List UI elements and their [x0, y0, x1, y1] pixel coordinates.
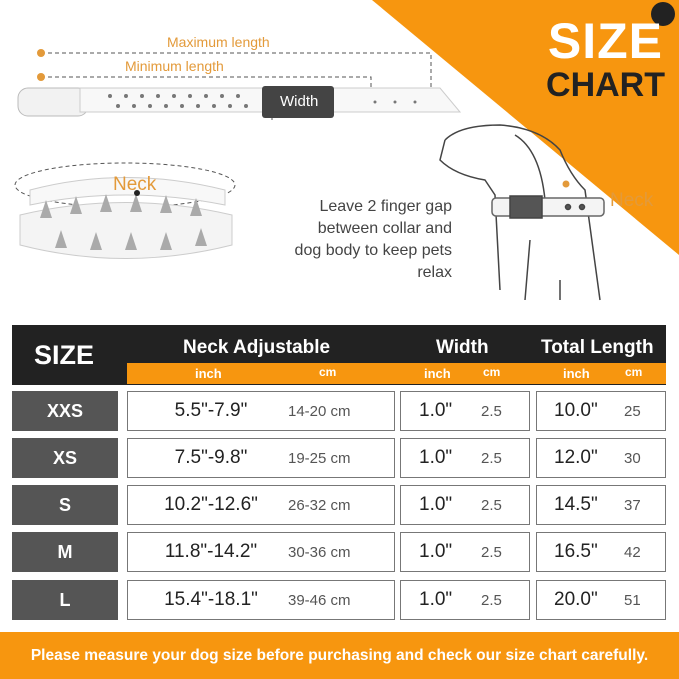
total-cell: 12.0" 30 [536, 438, 666, 478]
neck-inch: 15.4"-18.1" [164, 589, 258, 610]
width-cm: 2.5 [481, 543, 502, 561]
collar-flat [17, 86, 462, 118]
neck-inch: 5.5"-7.9" [174, 400, 248, 421]
title-chart: CHART [546, 66, 665, 104]
width-cm: 2.5 [481, 402, 502, 420]
min-length-label: Minimum length [125, 58, 224, 74]
size-cell: L [12, 580, 118, 620]
finger-gap-note: Leave 2 finger gap between collar and do… [294, 198, 452, 281]
max-length-label: Maximum length [167, 34, 270, 50]
size-cell: XS [12, 438, 118, 478]
collar-round [14, 162, 236, 259]
unit-neck-inch: inch [195, 366, 222, 381]
neck-cm: 30-36 cm [288, 543, 351, 561]
neck-label-dog: Neck [610, 190, 654, 211]
width-cell: 1.0" 2.5 [400, 391, 530, 431]
neck-inch: 7.5"-9.8" [174, 447, 248, 468]
orange-banner [372, 0, 679, 255]
unit-width-cm: cm [483, 365, 501, 379]
dot-icon [651, 2, 675, 26]
total-cm: 25 [624, 402, 641, 420]
dog-illustration [439, 124, 605, 301]
title-size: SIZE [547, 13, 663, 69]
total-inch: 16.5" [554, 541, 598, 562]
total-cell: 20.0" 51 [536, 580, 666, 620]
header-neck: Neck Adjustable [183, 337, 331, 358]
width-cm: 2.5 [481, 496, 502, 514]
width-inch: 1.0" [419, 589, 453, 610]
neck-label-collar: Neck [113, 174, 157, 195]
neck-cell: 5.5"-7.9" 14-20 cm [127, 391, 395, 431]
total-cell: 14.5" 37 [536, 485, 666, 525]
neck-cm: 14-20 cm [288, 402, 351, 420]
width-cm: 2.5 [481, 449, 502, 467]
width-cell: 1.0" 2.5 [400, 438, 530, 478]
unit-total-inch: inch [563, 366, 590, 381]
width-cell: 1.0" 2.5 [400, 532, 530, 572]
total-cell: 10.0" 25 [536, 391, 666, 431]
size-cell: M [12, 532, 118, 572]
width-label: Width [280, 93, 319, 110]
neck-cell: 7.5"-9.8" 19-25 cm [127, 438, 395, 478]
illustration [14, 0, 679, 301]
neck-cell: 11.8"-14.2" 30-36 cm [127, 532, 395, 572]
width-cell: 1.0" 2.5 [400, 580, 530, 620]
neck-cm: 39-46 cm [288, 591, 351, 609]
neck-cm: 19-25 cm [288, 449, 351, 467]
total-inch: 12.0" [554, 447, 598, 468]
unit-width-inch: inch [424, 366, 451, 381]
total-inch: 10.0" [554, 400, 598, 421]
neck-cell: 10.2"-12.6" 26-32 cm [127, 485, 395, 525]
size-cell: XXS [12, 391, 118, 431]
total-cm: 30 [624, 449, 641, 467]
neck-cell: 15.4"-18.1" 39-46 cm [127, 580, 395, 620]
size-cell: S [12, 485, 118, 525]
total-inch: 20.0" [554, 589, 598, 610]
footer-note: Please measure your dog size before purc… [0, 632, 679, 679]
unit-neck-cm: cm [319, 365, 337, 379]
total-cell: 16.5" 42 [536, 532, 666, 572]
total-cm: 42 [624, 543, 641, 561]
header-size: SIZE [34, 340, 95, 370]
units-bar: inch cm inch cm inch cm [127, 363, 666, 384]
unit-total-cm: cm [625, 365, 643, 379]
width-inch: 1.0" [419, 447, 453, 468]
total-cm: 37 [624, 496, 641, 514]
total-cm: 51 [624, 591, 641, 609]
total-inch: 14.5" [554, 494, 598, 515]
neck-inch: 11.8"-14.2" [164, 541, 258, 562]
neck-cm: 26-32 cm [288, 496, 351, 514]
header-width: Width [436, 337, 489, 358]
width-inch: 1.0" [419, 541, 453, 562]
width-inch: 1.0" [419, 494, 453, 515]
width-cell: 1.0" 2.5 [400, 485, 530, 525]
width-inch: 1.0" [419, 400, 453, 421]
neck-inch: 10.2"-12.6" [164, 494, 258, 515]
width-cm: 2.5 [481, 591, 502, 609]
header-total: Total Length [541, 337, 654, 358]
